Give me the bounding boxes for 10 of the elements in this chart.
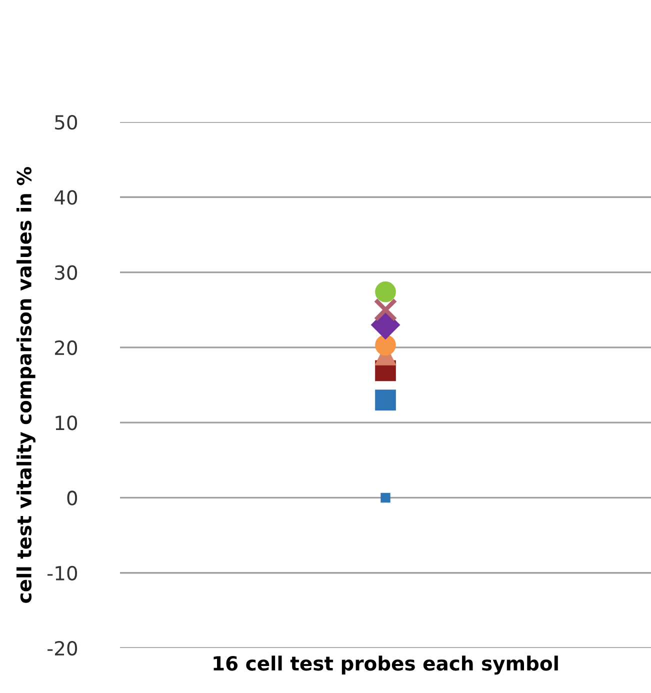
y-axis-title: cell test vitality comparison values in % — [16, 166, 36, 603]
y-tick-label: -10 — [48, 566, 78, 581]
y-tick-label: 40 — [54, 190, 78, 205]
y-tick-label: 0 — [67, 490, 78, 506]
y-tick-label: 10 — [56, 416, 78, 430]
y-tick-label: -20 — [48, 640, 78, 656]
x-axis-title: 16 cell test probes each symbol — [214, 656, 558, 675]
y-tick-label: 30 — [55, 265, 78, 280]
y-tick-label: 20 — [55, 340, 78, 356]
y-tick-label: 50 — [55, 114, 78, 130]
